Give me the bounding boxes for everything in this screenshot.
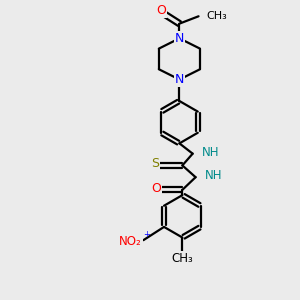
Text: NH: NH: [202, 146, 220, 159]
Text: +: +: [143, 230, 150, 239]
Text: O: O: [152, 182, 161, 196]
Text: N: N: [175, 73, 184, 86]
Text: S: S: [151, 158, 159, 170]
Text: N: N: [175, 32, 184, 45]
Text: CH₃: CH₃: [172, 252, 193, 265]
Text: NO₂: NO₂: [119, 235, 142, 248]
Text: CH₃: CH₃: [207, 11, 227, 21]
Text: NH: NH: [205, 169, 223, 182]
Text: O: O: [156, 4, 166, 17]
